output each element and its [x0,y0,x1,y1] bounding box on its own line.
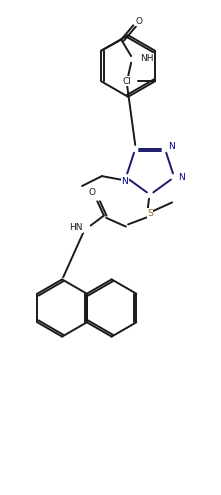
Text: N: N [122,177,128,186]
Text: O: O [135,17,142,26]
Text: N: N [179,173,185,182]
Text: HN: HN [69,223,82,232]
Text: Cl: Cl [123,77,132,86]
Text: O: O [89,189,96,198]
Text: S: S [147,209,153,218]
Text: NH: NH [140,54,153,63]
Text: N: N [168,142,175,151]
